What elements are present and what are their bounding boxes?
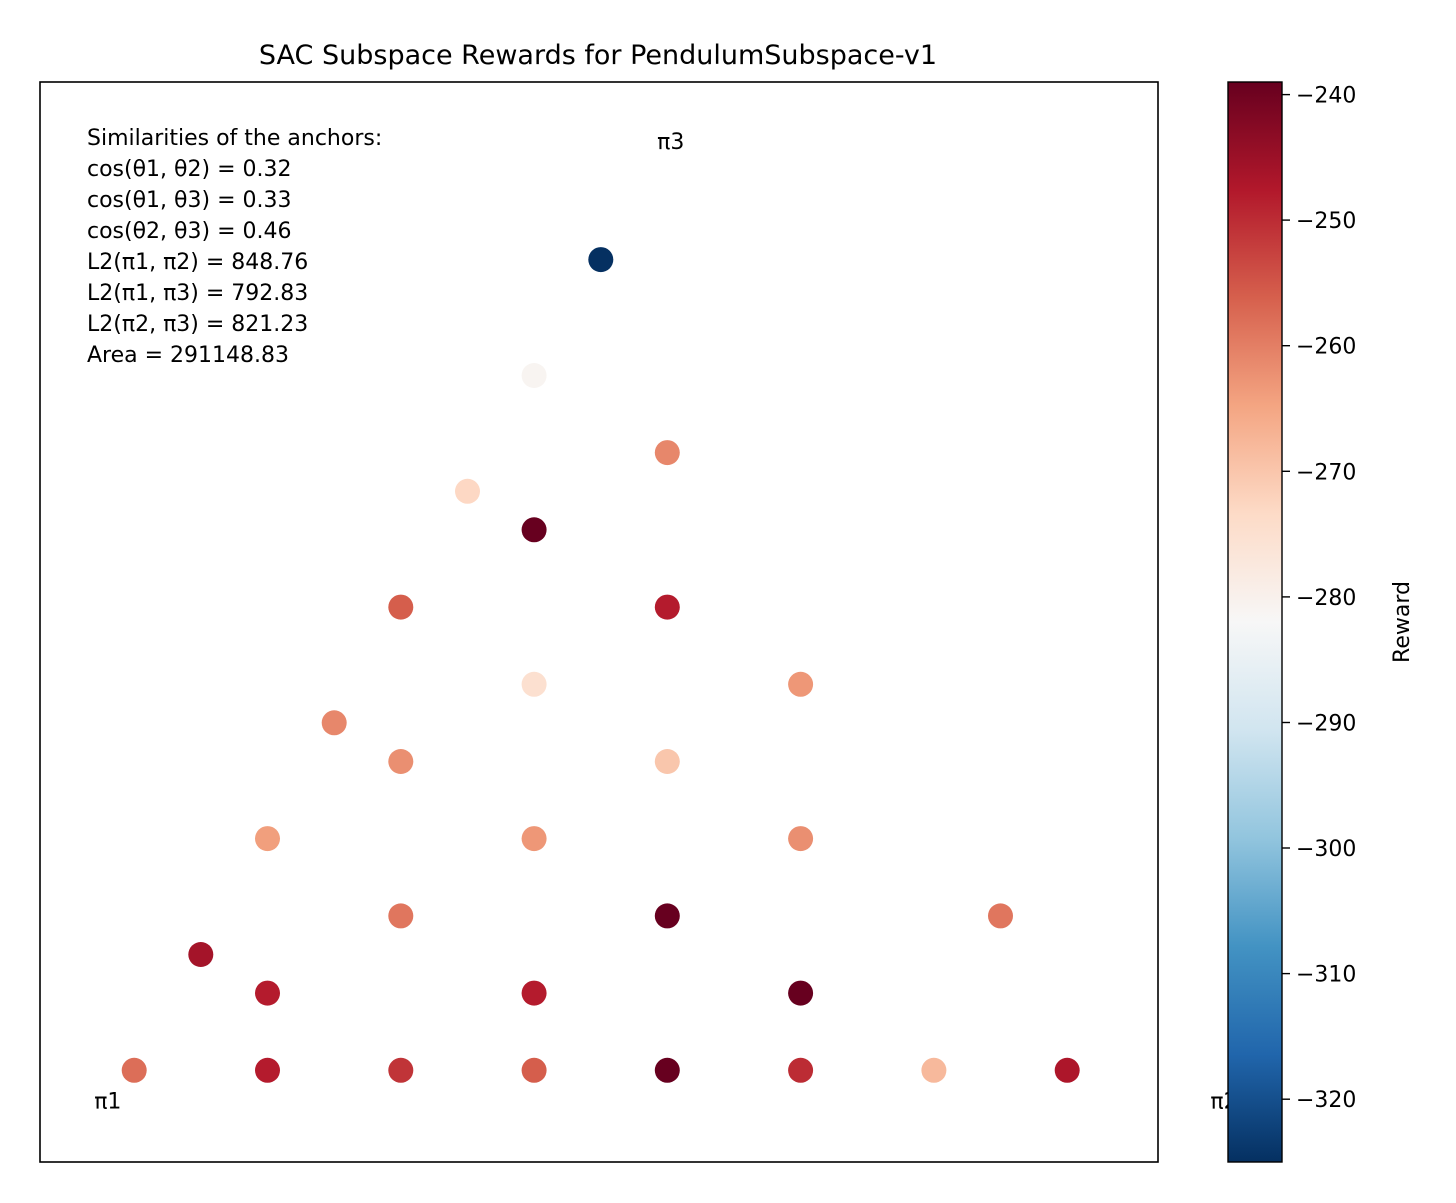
scatter-points — [121, 247, 1080, 1083]
colorbar-tick-label-0: −240 — [1296, 84, 1356, 109]
scatter-point-26 — [455, 478, 480, 504]
anchor-similarity-annotation: Similarities of the anchors: cos(θ1, θ2) … — [87, 126, 382, 368]
scatter-point-1 — [255, 1057, 280, 1083]
chart-title: SAC Subspace Rewards for PendulumSubspac… — [259, 40, 937, 71]
colorbar-tick-label-3: −270 — [1296, 460, 1356, 485]
colorbar-tick-label-5: −290 — [1296, 712, 1356, 737]
scatter-point-19 — [388, 749, 414, 774]
scatter-point-24 — [654, 594, 680, 620]
colorbar-ticks: −240 −250 −260 −270 −280 −290 −300 −310 −320 — [1282, 84, 1356, 1113]
scatter-point-13 — [654, 903, 680, 929]
annotation-line-1: cos(θ1, θ2) = 0.32 — [87, 157, 292, 182]
scatter-point-28 — [521, 363, 547, 388]
scatter-point-7 — [1054, 1057, 1080, 1083]
scatter-point-11 — [788, 980, 814, 1006]
colorbar-tick-label-1: −250 — [1296, 209, 1356, 234]
colorbar-tick-label-2: −260 — [1296, 335, 1356, 360]
scatter-point-18 — [321, 710, 347, 736]
scatter-point-23 — [388, 594, 414, 620]
scatter-point-20 — [654, 749, 680, 774]
scatter-point-22 — [788, 671, 814, 697]
scatter-point-16 — [521, 826, 547, 852]
anchor-label-3: π3 — [657, 130, 684, 155]
annotation-line-6: L2(π2, π3) = 821.23 — [87, 312, 308, 337]
scatter-point-9 — [255, 980, 280, 1006]
annotation-line-0: Similarities of the anchors: — [87, 126, 382, 151]
annotation-line-7: Area = 291148.83 — [87, 343, 289, 368]
scatter-point-12 — [388, 903, 414, 929]
scatter-point-10 — [521, 980, 547, 1006]
annotation-line-4: L2(π1, π2) = 848.76 — [87, 250, 308, 275]
colorbar-tick-label-8: −320 — [1296, 1088, 1356, 1113]
annotation-line-2: cos(θ1, θ3) = 0.33 — [87, 188, 292, 213]
scatter-point-14 — [988, 903, 1013, 929]
colorbar — [1227, 81, 1283, 1163]
scatter-point-8 — [188, 942, 214, 967]
scatter-point-25 — [521, 517, 547, 543]
scatter-point-6 — [921, 1057, 947, 1083]
colorbar-tick-label-4: −280 — [1296, 586, 1356, 611]
scatter-point-5 — [788, 1057, 814, 1083]
colorbar-tick-label-6: −300 — [1296, 837, 1356, 862]
scatter-point-27 — [654, 440, 680, 466]
scatter-point-2 — [388, 1057, 414, 1083]
annotation-line-3: cos(θ2, θ3) = 0.46 — [87, 219, 292, 244]
scatter-point-15 — [255, 826, 280, 852]
scatter-point-0 — [121, 1057, 147, 1083]
scatter-point-4 — [654, 1057, 680, 1083]
colorbar-tick-label-7: −310 — [1296, 963, 1356, 988]
annotation-line-5: L2(π1, π3) = 792.83 — [87, 281, 308, 306]
scatter-point-21 — [521, 671, 547, 697]
plot-frame — [39, 81, 1159, 1163]
scatter-point-29 — [588, 247, 614, 273]
colorbar-label: Reward — [1390, 581, 1415, 663]
scatter-point-17 — [788, 826, 814, 852]
scatter-point-3 — [521, 1057, 547, 1083]
anchor-label-1: π1 — [94, 1089, 121, 1114]
